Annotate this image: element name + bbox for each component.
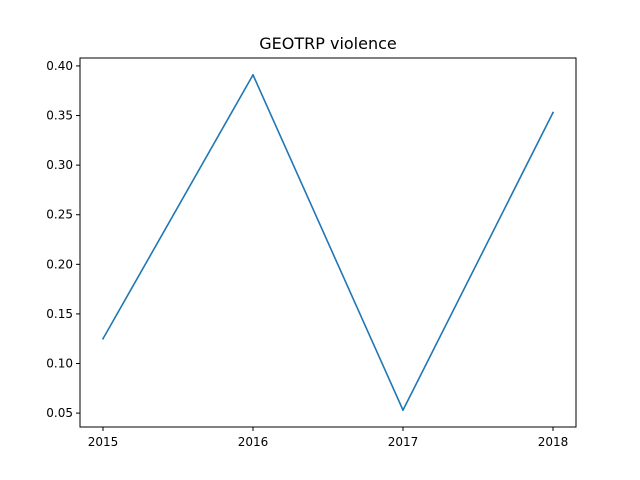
- y-tick-label: 0.05: [46, 406, 73, 420]
- y-axis: 0.05 0.10 0.15 0.20 0.25 0.30 0.35 0.40: [46, 59, 80, 420]
- data-point: [552, 111, 554, 114]
- x-tick-label: 2016: [238, 435, 269, 449]
- series-line: [101, 74, 555, 411]
- y-tick-label: 0.10: [46, 357, 73, 371]
- x-axis: 2015 2016 2017 2018: [88, 427, 569, 449]
- y-tick-label: 0.40: [46, 59, 73, 73]
- x-tick-label: 2015: [88, 435, 119, 449]
- y-tick-label: 0.25: [46, 208, 73, 222]
- x-tick-label: 2018: [538, 435, 569, 449]
- data-point: [102, 337, 104, 340]
- y-tick-label: 0.30: [46, 158, 73, 172]
- data-point: [252, 74, 254, 76]
- y-tick-label: 0.15: [46, 307, 73, 321]
- data-point: [402, 409, 404, 411]
- series-layer: [101, 74, 555, 411]
- plot-frame: [79, 57, 577, 428]
- x-tick-label: 2017: [388, 435, 419, 449]
- y-tick-label: 0.20: [46, 257, 73, 271]
- y-tick-label: 0.35: [46, 109, 73, 123]
- chart-title: GEOTRP violence: [259, 34, 397, 53]
